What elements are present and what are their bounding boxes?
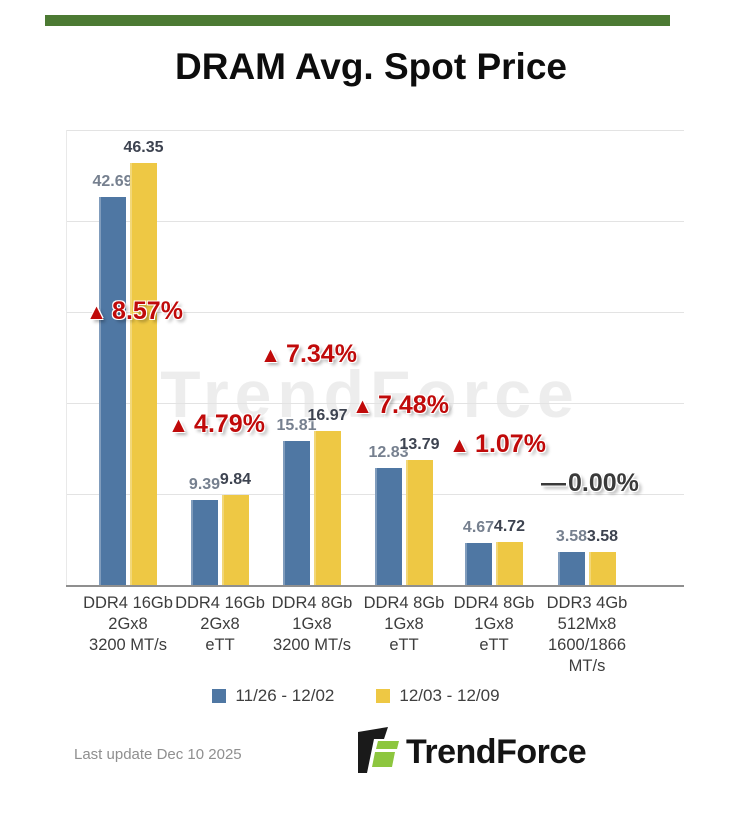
plot-left-border	[66, 130, 67, 585]
legend-swatch	[376, 689, 391, 703]
up-triangle-icon: ▲	[352, 394, 374, 418]
bar-series1-cat2	[314, 430, 341, 585]
value-label-series0-cat4: 4.67	[462, 518, 495, 536]
legend-item-1: 12/03 - 12/09	[376, 686, 500, 706]
change-percent-text: 7.34%	[286, 340, 357, 368]
top-accent-bar	[45, 15, 670, 26]
category-label-1: DDR4 16Gb 2Gx8 eTT	[165, 593, 275, 656]
category-label-2: DDR4 8Gb 1Gx8 3200 MT/s	[257, 593, 367, 656]
trendforce-logo: TrendForce	[358, 727, 587, 778]
flat-dash-icon: —	[541, 469, 566, 497]
category-label-line: 1600/1866	[548, 636, 626, 654]
legend-label: 11/26 - 12/02	[235, 686, 335, 705]
up-triangle-icon: ▲	[168, 413, 190, 437]
bar-series1-cat3	[406, 459, 433, 585]
last-update-text: Last update Dec 10 2025	[74, 746, 242, 763]
value-label-series0-cat0: 42.69	[92, 172, 133, 190]
page-title: DRAM Avg. Spot Price	[175, 46, 567, 87]
change-annotation-0: ▲ 8.57%	[86, 297, 183, 326]
value-label-series1-cat3: 13.79	[399, 435, 440, 453]
category-label-line: DDR4 16Gb	[83, 594, 173, 612]
value-label-series0-cat1: 9.39	[188, 475, 221, 493]
trendforce-logo-text: TrendForce	[406, 733, 587, 771]
gridline-20	[66, 403, 684, 404]
change-percent-text: 4.79%	[194, 410, 265, 438]
category-label-line: 2Gx8	[200, 615, 240, 633]
category-label-5: DDR3 4Gb 512Mx8 1600/1866 MT/s	[532, 593, 642, 677]
bar-series1-cat1	[222, 495, 249, 585]
bar-series1-cat0	[130, 163, 157, 585]
value-label-series0-cat3: 12.83	[368, 444, 409, 462]
category-label-line: DDR4 8Gb	[363, 594, 445, 612]
value-label-series1-cat0: 46.35	[123, 139, 164, 157]
category-label-line: eTT	[205, 636, 235, 654]
category-label-line: eTT	[479, 636, 509, 654]
chart-legend: 11/26 - 12/02 12/03 - 12/09	[0, 686, 712, 706]
category-label-line: DDR4 16Gb	[175, 594, 265, 612]
trendforce-logo-icon	[358, 727, 400, 778]
category-label-line: 3200 MT/s	[89, 636, 167, 654]
bar-series1-cat5	[589, 552, 616, 585]
up-triangle-icon: ▲	[86, 300, 108, 324]
value-label-series1-cat5: 3.58	[586, 528, 619, 546]
bar-series0-cat1	[191, 499, 218, 585]
change-percent-text: 0.00%	[568, 469, 639, 497]
bar-series0-cat0	[99, 196, 126, 585]
value-label-series1-cat4: 4.72	[493, 518, 526, 536]
legend-label: 12/03 - 12/09	[399, 686, 500, 705]
change-percent-text: 8.57%	[112, 297, 183, 325]
category-label-line: DDR3 4Gb	[546, 594, 628, 612]
category-label-line: 2Gx8	[108, 615, 148, 633]
category-label-line: 512Mx8	[557, 615, 617, 633]
category-label-line: MT/s	[568, 657, 606, 675]
category-label-line: 1Gx8	[292, 615, 332, 633]
value-label-series0-cat5: 3.58	[555, 528, 588, 546]
change-percent-text: 7.48%	[378, 391, 449, 419]
gridline-40	[66, 221, 684, 222]
bar-series0-cat2	[283, 441, 310, 585]
change-annotation-4: ▲ 1.07%	[449, 430, 546, 459]
change-annotation-3: ▲ 7.48%	[352, 391, 449, 420]
up-triangle-icon: ▲	[449, 433, 471, 457]
legend-swatch	[212, 689, 227, 703]
category-label-line: DDR4 8Gb	[453, 594, 535, 612]
category-label-line: 1Gx8	[384, 615, 424, 633]
up-triangle-icon: ▲	[260, 343, 282, 367]
legend-item-0: 11/26 - 12/02	[212, 686, 334, 706]
x-axis-line	[66, 585, 684, 587]
category-label-line: eTT	[389, 636, 419, 654]
bar-series0-cat5	[558, 552, 585, 585]
value-label-series1-cat2: 16.97	[307, 406, 348, 424]
change-annotation-5: —0.00%	[541, 469, 639, 498]
category-label-0: DDR4 16Gb 2Gx8 3200 MT/s	[73, 593, 183, 656]
change-percent-text: 1.07%	[475, 430, 546, 458]
change-annotation-2: ▲ 7.34%	[260, 340, 357, 369]
value-label-series0-cat2: 15.81	[276, 417, 317, 435]
category-label-3: DDR4 8Gb 1Gx8 eTT	[349, 593, 459, 656]
bar-series1-cat4	[496, 542, 523, 585]
gridline-50	[66, 130, 684, 131]
gridline-30	[66, 312, 684, 313]
bar-series0-cat4	[465, 542, 492, 585]
category-label-line: DDR4 8Gb	[271, 594, 353, 612]
category-label-line: 3200 MT/s	[273, 636, 351, 654]
change-annotation-1: ▲ 4.79%	[168, 410, 265, 439]
bar-series0-cat3	[375, 468, 402, 585]
category-label-4: DDR4 8Gb 1Gx8 eTT	[439, 593, 549, 656]
category-label-line: 1Gx8	[474, 615, 514, 633]
value-label-series1-cat1: 9.84	[219, 471, 252, 489]
